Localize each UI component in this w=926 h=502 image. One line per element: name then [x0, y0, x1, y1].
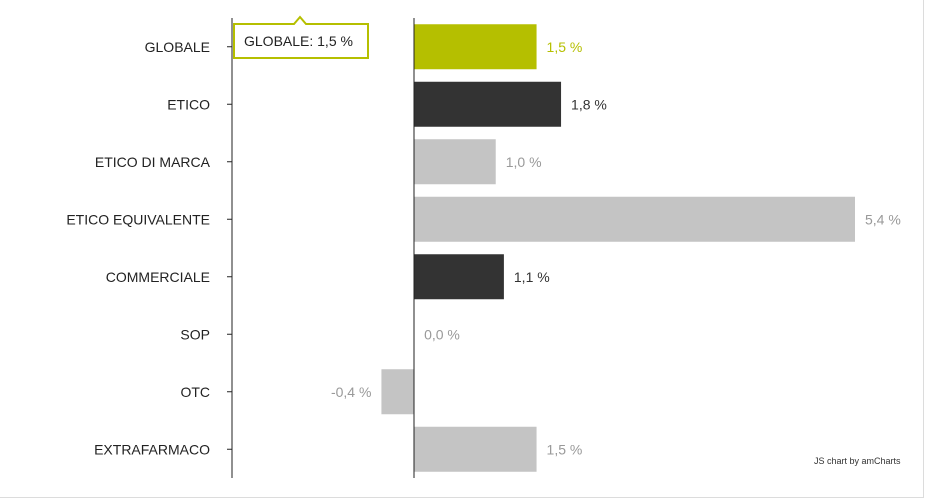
bar[interactable] [414, 426, 537, 472]
category-label: COMMERCIALE [106, 269, 210, 285]
category-label: EXTRAFARMACO [94, 441, 210, 457]
category-label: GLOBALE [145, 39, 210, 55]
category-label: OTC [180, 384, 210, 400]
bar[interactable] [414, 139, 496, 185]
bar[interactable] [381, 369, 415, 415]
bar[interactable] [414, 24, 537, 70]
value-label: 5,4 % [865, 211, 901, 227]
value-label: 0,0 % [424, 326, 460, 342]
value-label: 1,1 % [514, 269, 550, 285]
value-label: 1,5 % [547, 441, 583, 457]
tooltip: GLOBALE: 1,5 % [233, 15, 369, 59]
tooltip-box [233, 15, 369, 59]
bar[interactable] [414, 196, 855, 242]
value-label: -0,4 % [331, 384, 371, 400]
bars [381, 24, 855, 472]
value-label: 1,5 % [547, 39, 583, 55]
category-label: ETICO EQUIVALENTE [66, 211, 210, 227]
category-label: ETICO DI MARCA [95, 154, 211, 170]
category-label: SOP [180, 326, 210, 342]
category-label: ETICO [167, 96, 210, 112]
category-labels: GLOBALE ETICO ETICO DI MARCA ETICO EQUIVALE… [66, 39, 232, 457]
bar[interactable] [414, 81, 562, 127]
bar[interactable] [414, 254, 504, 300]
value-label: 1,8 % [571, 96, 607, 112]
tooltip-text: GLOBALE: 1,5 % [244, 33, 353, 49]
amcharts-credit[interactable]: JS chart by amCharts [814, 456, 901, 466]
value-labels: 1,5 % 1,8 % 1,0 % 5,4 % 1,1 % 0,0 % -0,4 % 1,5 … [331, 39, 901, 458]
value-label: 1,0 % [506, 154, 542, 170]
